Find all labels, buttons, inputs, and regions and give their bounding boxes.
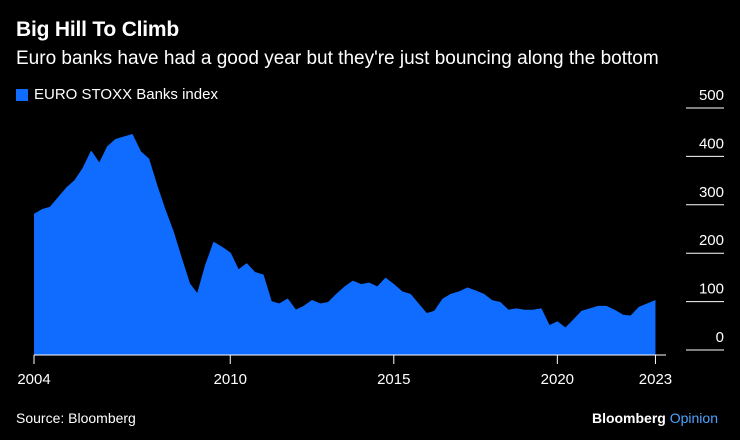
series-area-euro-stoxx-banks (34, 134, 656, 355)
chart-title: Big Hill To Climb (16, 18, 180, 41)
series-line-euro-stoxx-banks (33, 134, 656, 330)
y-tick-label-0: 0 (716, 329, 724, 346)
legend: EURO STOXX Banks index (16, 86, 218, 104)
x-tick-label-2020: 2020 (541, 371, 574, 388)
legend-swatch (16, 89, 28, 101)
source-note: Source: Bloomberg (16, 410, 136, 426)
x-tick-label-2015: 2015 (377, 371, 410, 388)
brand-logo: Bloomberg Opinion (592, 410, 718, 426)
brand-main: Bloomberg (591, 410, 666, 426)
x-tick-label-2004: 2004 (17, 371, 50, 388)
y-tick-label-300: 300 (699, 184, 724, 201)
legend-label: EURO STOXX Banks index (34, 86, 218, 103)
y-tick-label-100: 100 (699, 281, 724, 298)
x-tick-label-2010: 2010 (214, 371, 247, 388)
y-tick-label-200: 200 (699, 232, 724, 249)
y-tick-label-400: 400 (699, 135, 724, 152)
y-tick-label-500: 500 (699, 87, 724, 104)
brand-accent: Opinion (669, 410, 718, 426)
chart-subtitle: Euro banks have had a good year but they… (16, 48, 659, 69)
x-tick-label-2023: 2023 (639, 371, 672, 388)
